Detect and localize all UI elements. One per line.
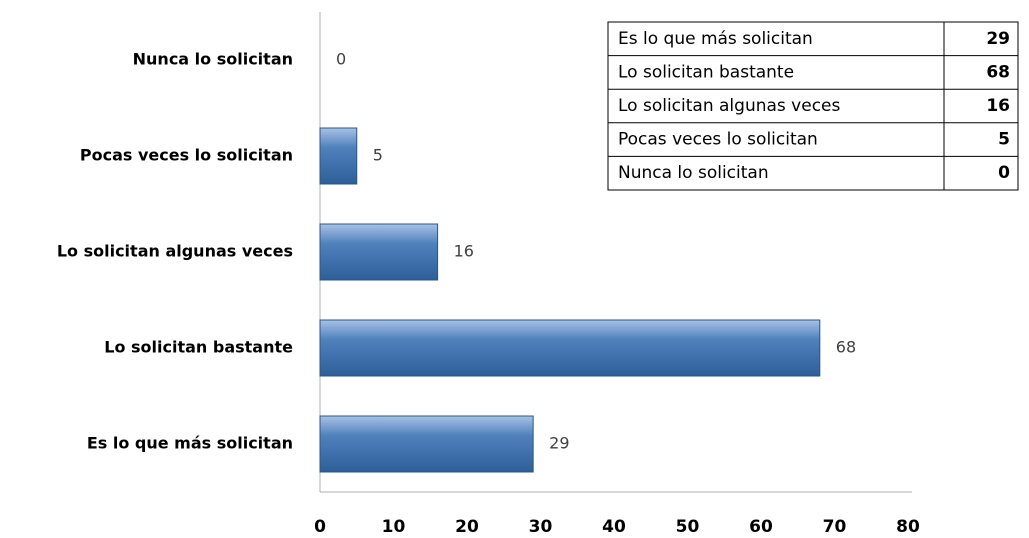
- data-label: 5: [373, 146, 383, 165]
- table-cell: Lo solicitan algunas veces: [618, 96, 840, 116]
- x-tick-label: 60: [749, 517, 773, 537]
- y-tick-label: Nunca lo solicitan: [133, 50, 293, 69]
- data-label: 16: [454, 242, 474, 261]
- table: [607, 21, 1019, 191]
- table-value: 16: [986, 96, 1010, 116]
- table-value: 29: [986, 29, 1010, 49]
- x-tick-label: 20: [455, 517, 479, 537]
- bar: [319, 319, 821, 377]
- table-value: 68: [986, 62, 1010, 82]
- table-cell: Nunca lo solicitan: [618, 163, 769, 183]
- y-tick-label: Lo solicitan algunas veces: [57, 242, 293, 261]
- bar: [319, 127, 358, 185]
- x-tick-label: 50: [676, 517, 700, 537]
- table-cell: Pocas veces lo solicitan: [618, 130, 818, 150]
- y-tick-label: Lo solicitan bastante: [104, 338, 293, 357]
- y-tick-label: Pocas veces lo solicitan: [80, 146, 293, 165]
- x-tick-label: 0: [314, 517, 326, 537]
- bar: [319, 415, 534, 473]
- data-label: 68: [836, 338, 856, 357]
- x-tick-label: 80: [896, 517, 920, 537]
- y-tick-label: Es lo que más solicitan: [87, 434, 293, 453]
- table-cell: Es lo que más solicitan: [618, 29, 813, 49]
- table-value: 5: [998, 130, 1010, 150]
- data-label: 29: [549, 434, 569, 453]
- x-tick-label: 70: [823, 517, 847, 537]
- bar: [319, 223, 439, 281]
- table-cell: Lo solicitan bastante: [618, 62, 794, 82]
- x-tick-label: 10: [382, 517, 406, 537]
- data-label: 0: [336, 50, 346, 69]
- x-tick-label: 40: [602, 517, 626, 537]
- table-value: 0: [998, 163, 1010, 183]
- x-tick-label: 30: [529, 517, 553, 537]
